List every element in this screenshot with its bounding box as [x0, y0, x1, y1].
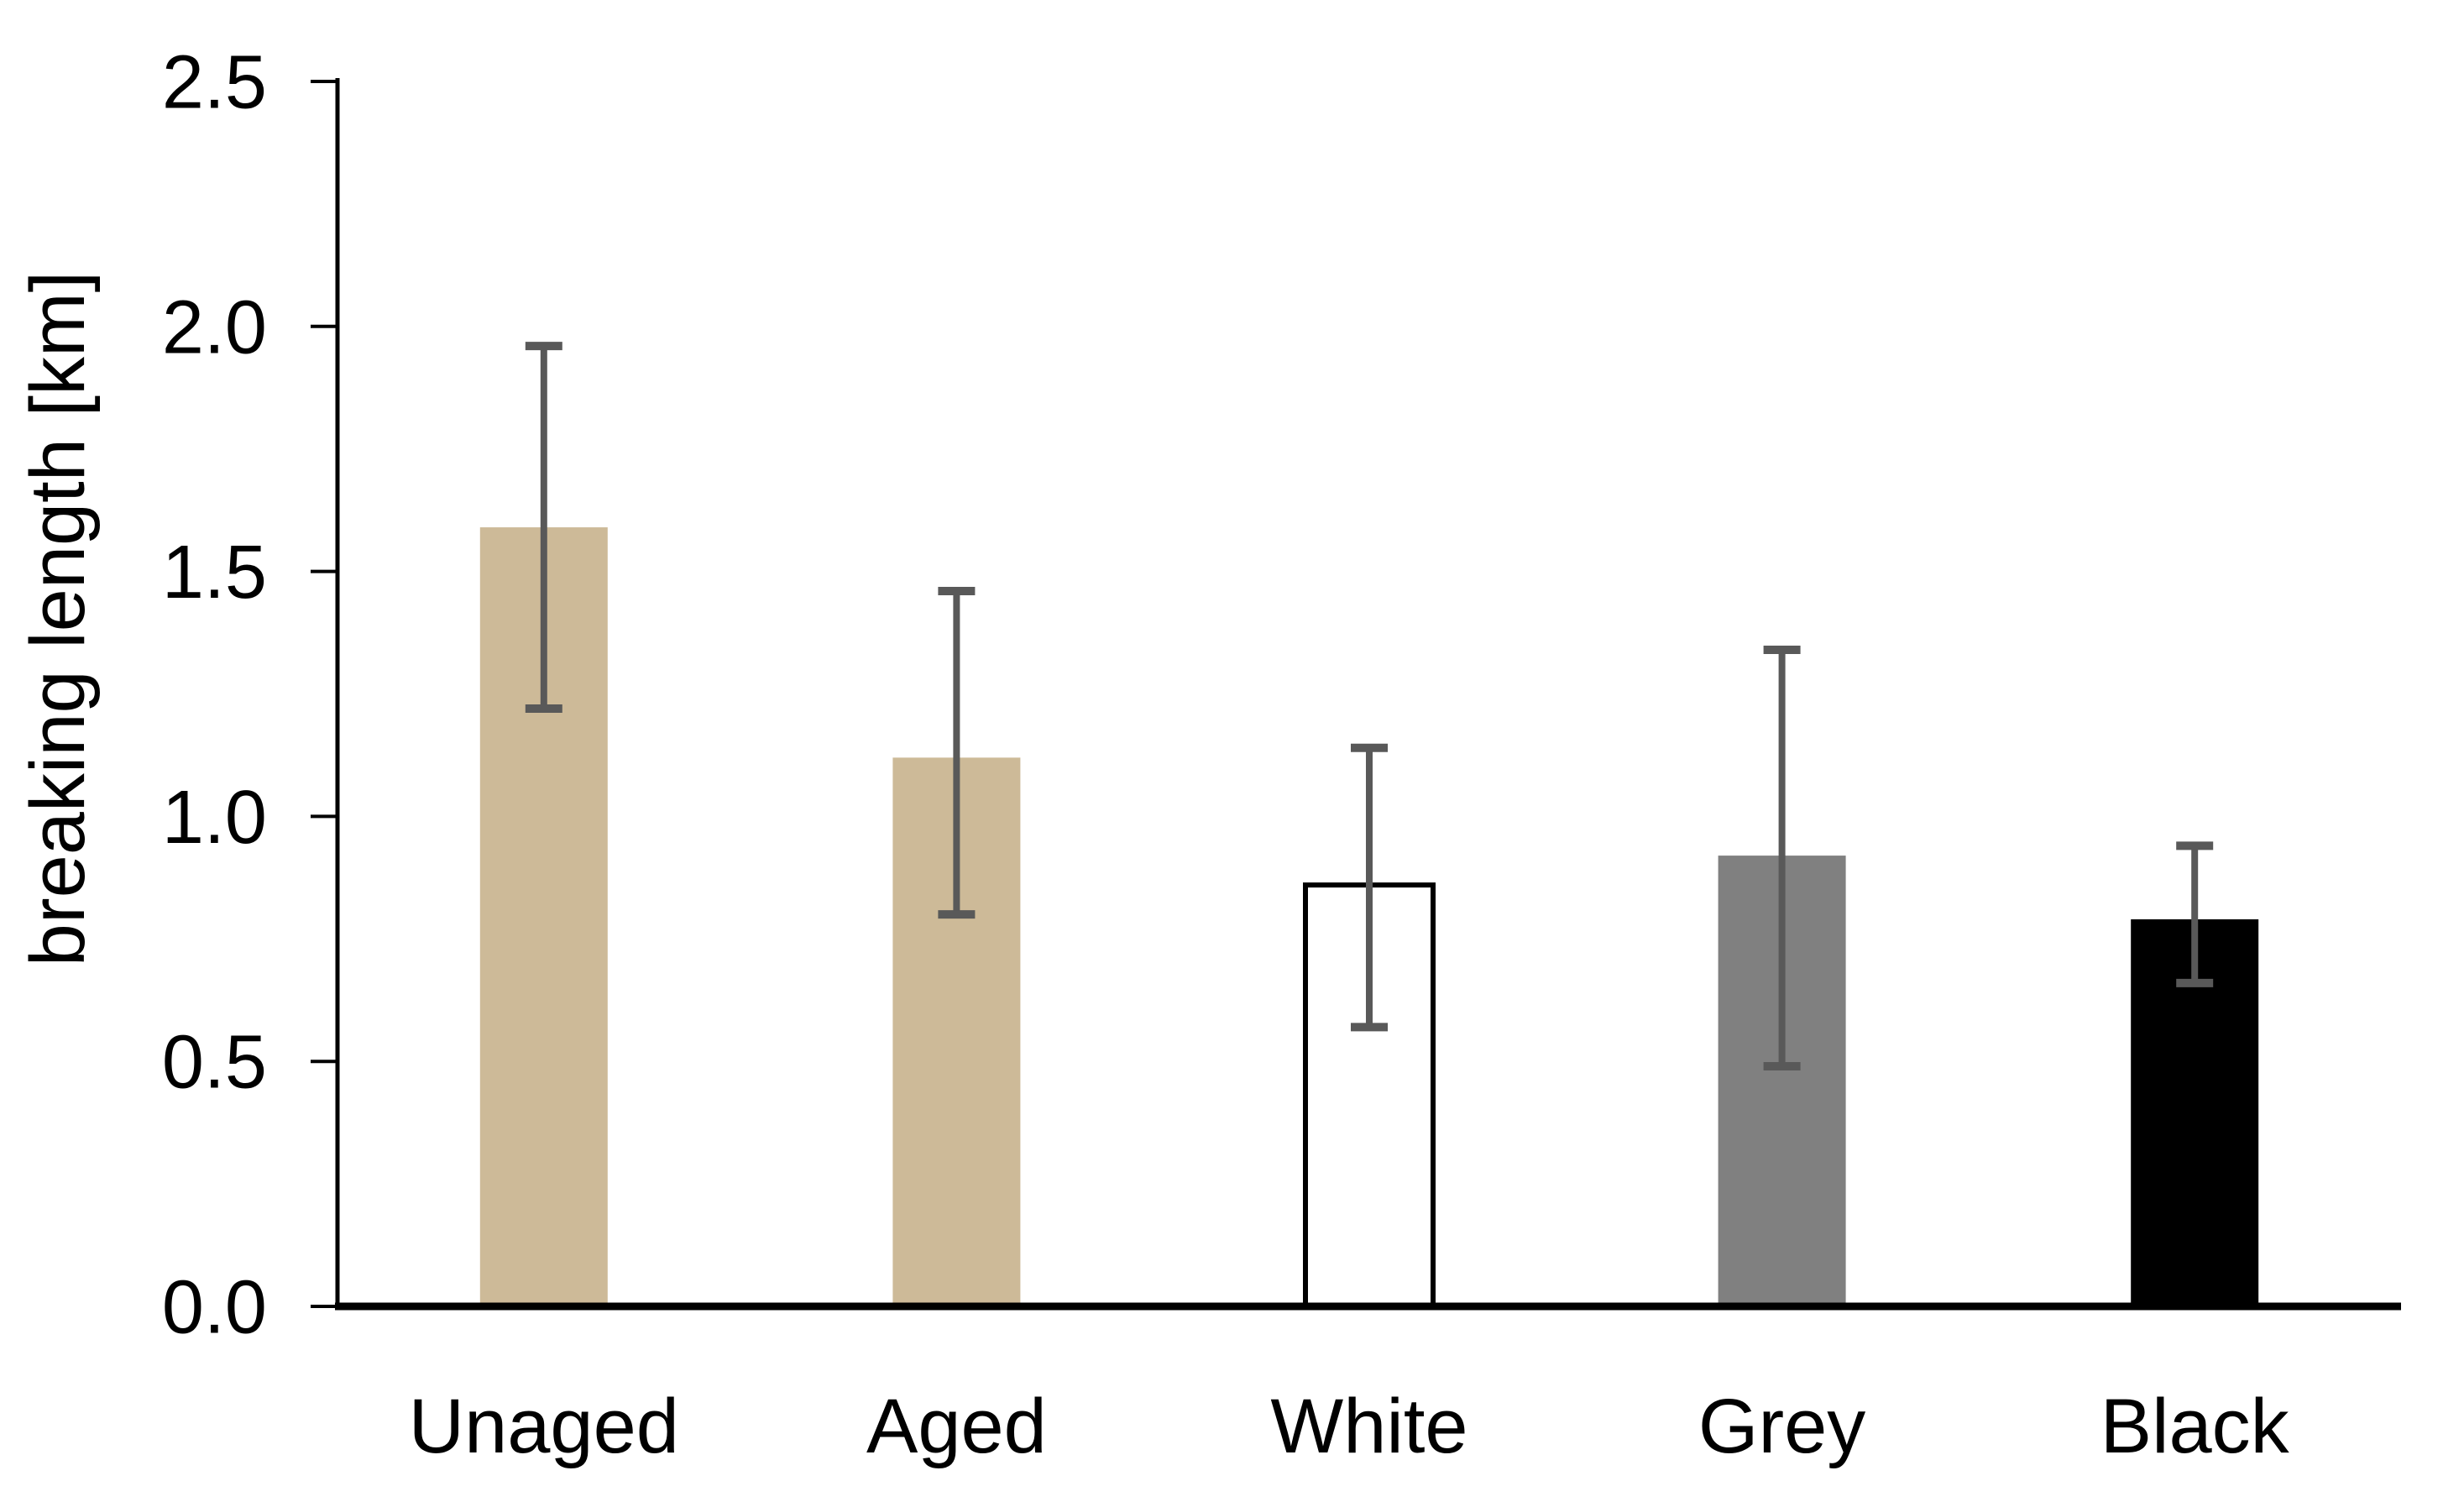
y-tick-label: 1.5: [162, 531, 267, 615]
x-category-label-unaged: Unaged: [409, 1384, 679, 1469]
x-category-label-black: Black: [2100, 1384, 2290, 1469]
y-tick-label: 0.5: [162, 1021, 267, 1105]
x-category-label-aged: Aged: [866, 1384, 1047, 1469]
y-tick-label: 0.0: [162, 1266, 267, 1350]
y-tick-label: 1.0: [162, 776, 267, 860]
y-tick-label: 2.5: [162, 41, 267, 125]
x-category-label-white: White: [1270, 1384, 1467, 1469]
y-axis-title: breaking length [km]: [15, 271, 101, 966]
y-tick-label: 2.0: [162, 285, 267, 369]
x-category-label-grey: Grey: [1698, 1384, 1865, 1469]
